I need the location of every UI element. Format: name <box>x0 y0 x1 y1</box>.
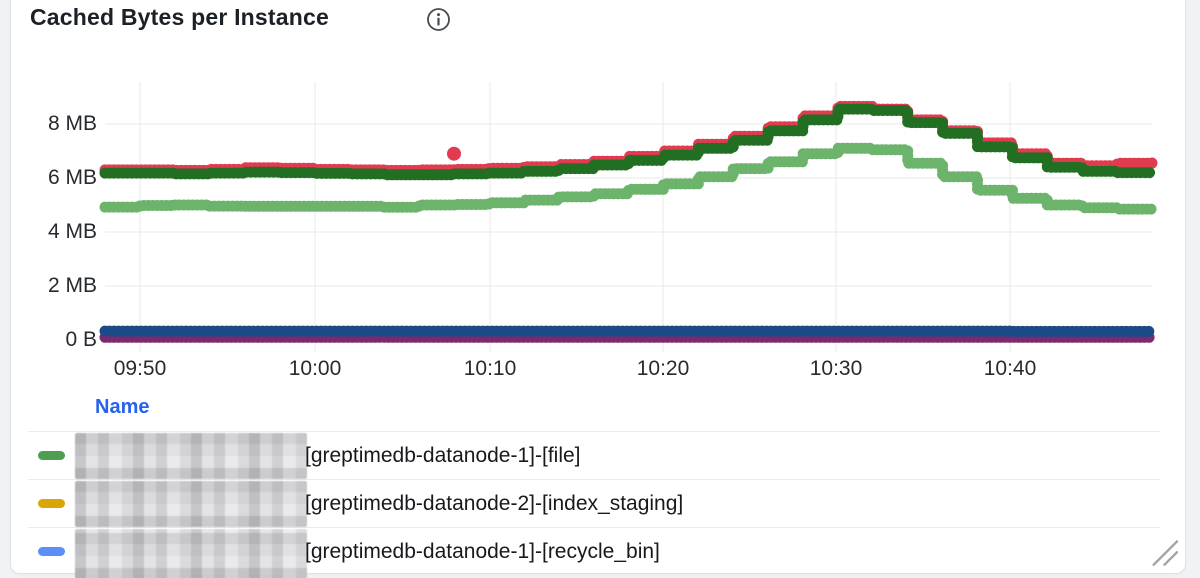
legend-series-name[interactable]: [greptimedb-datanode-1]-[recycle_bin] <box>305 540 660 563</box>
legend-row-divider <box>28 479 1160 480</box>
chart-series-light-green <box>99 142 1158 216</box>
legend-series-name[interactable]: [greptimedb-datanode-2]-[index_staging] <box>305 492 684 515</box>
x-tick-label: 10:10 <box>463 357 517 380</box>
series-color-swatch <box>38 499 65 508</box>
legend-row-divider <box>28 431 1160 432</box>
chart-series-dark-green <box>99 103 1158 181</box>
chart-canvas[interactable] <box>0 0 1200 392</box>
legend-row[interactable]: [greptimedb-datanode-1]-[recycle_bin] <box>0 528 1200 578</box>
series-color-swatch <box>38 451 65 460</box>
panel-resize-handle[interactable] <box>1150 536 1182 568</box>
y-tick-label: 6 MB <box>47 166 97 189</box>
y-tick-label: 8 MB <box>47 112 97 135</box>
x-tick-label: 10:30 <box>809 357 863 380</box>
outlier-point <box>447 146 461 161</box>
redacted-label-blur <box>75 433 307 479</box>
y-tick-label: 0 B <box>65 328 97 351</box>
y-tick-label: 4 MB <box>47 220 97 243</box>
legend-name-column-header[interactable]: Name <box>95 396 150 418</box>
redacted-label-blur <box>75 529 307 578</box>
y-tick-label: 2 MB <box>47 274 97 297</box>
redacted-label-blur <box>75 481 307 527</box>
legend-row[interactable]: [greptimedb-datanode-1]-[file] <box>0 432 1200 480</box>
legend-row-divider <box>28 527 1160 528</box>
x-tick-label: 10:00 <box>288 357 342 380</box>
panel-title: Cached Bytes per Instance <box>30 4 330 30</box>
x-tick-label: 09:50 <box>113 357 167 380</box>
x-tick-label: 10:40 <box>983 357 1037 380</box>
legend-row[interactable]: [greptimedb-datanode-2]-[index_staging] <box>0 480 1200 528</box>
series-color-swatch <box>38 547 65 556</box>
x-tick-label: 10:20 <box>636 357 690 380</box>
info-icon[interactable] <box>426 7 451 32</box>
legend-series-name[interactable]: [greptimedb-datanode-1]-[file] <box>305 444 581 467</box>
